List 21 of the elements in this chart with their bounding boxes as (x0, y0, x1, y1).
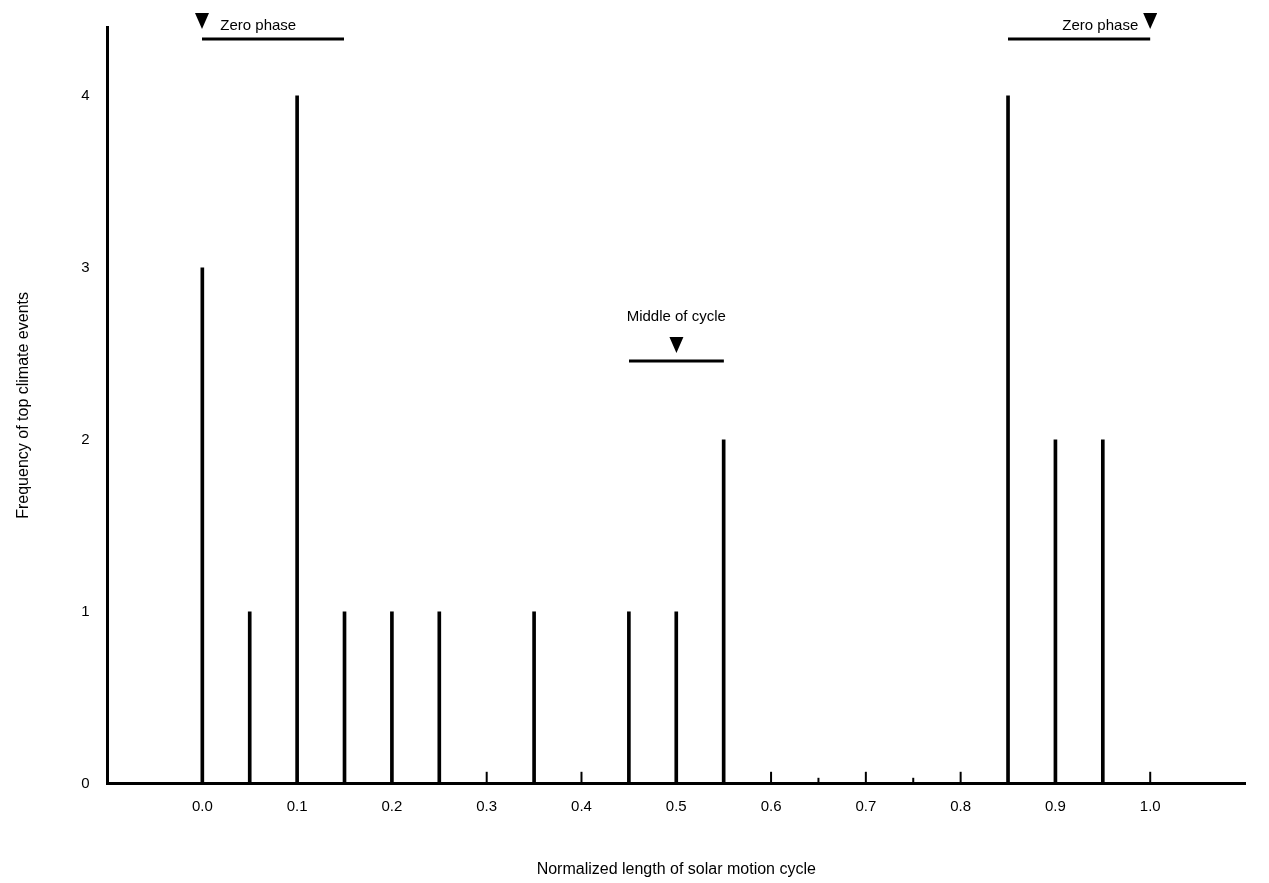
x-tick-label: 0.9 (1044, 796, 1066, 814)
y-tick-label: 1 (81, 601, 90, 619)
x-tick-label: 0.1 (286, 796, 308, 814)
annotation: Zero phase (220, 16, 297, 33)
x-tick-label: 0.3 (476, 796, 498, 814)
x-tick-label: 0.7 (855, 796, 877, 814)
y-tick-label: 3 (81, 257, 90, 275)
x-tick-label: 1.0 (1139, 796, 1161, 814)
x-tick-label: 0.4 (571, 796, 592, 814)
x-tick-label: 0.8 (950, 796, 972, 814)
y-tick-label: 4 (81, 85, 90, 103)
x-tick-label: 0.2 (381, 796, 403, 814)
annotation: Middle of cycle (626, 307, 726, 324)
x-tick-label: 0.5 (665, 796, 687, 814)
y-tick-label: 0 (81, 773, 90, 791)
x-tick-label: 0.0 (191, 796, 213, 814)
x-axis-title: Normalized length of solar motion cycle (536, 859, 816, 877)
annotation: Zero phase (1062, 16, 1139, 33)
y-axis-title: Frequency of top climate events (14, 292, 32, 519)
x-tick-label: 0.6 (760, 796, 782, 814)
y-tick-label: 2 (81, 429, 90, 447)
